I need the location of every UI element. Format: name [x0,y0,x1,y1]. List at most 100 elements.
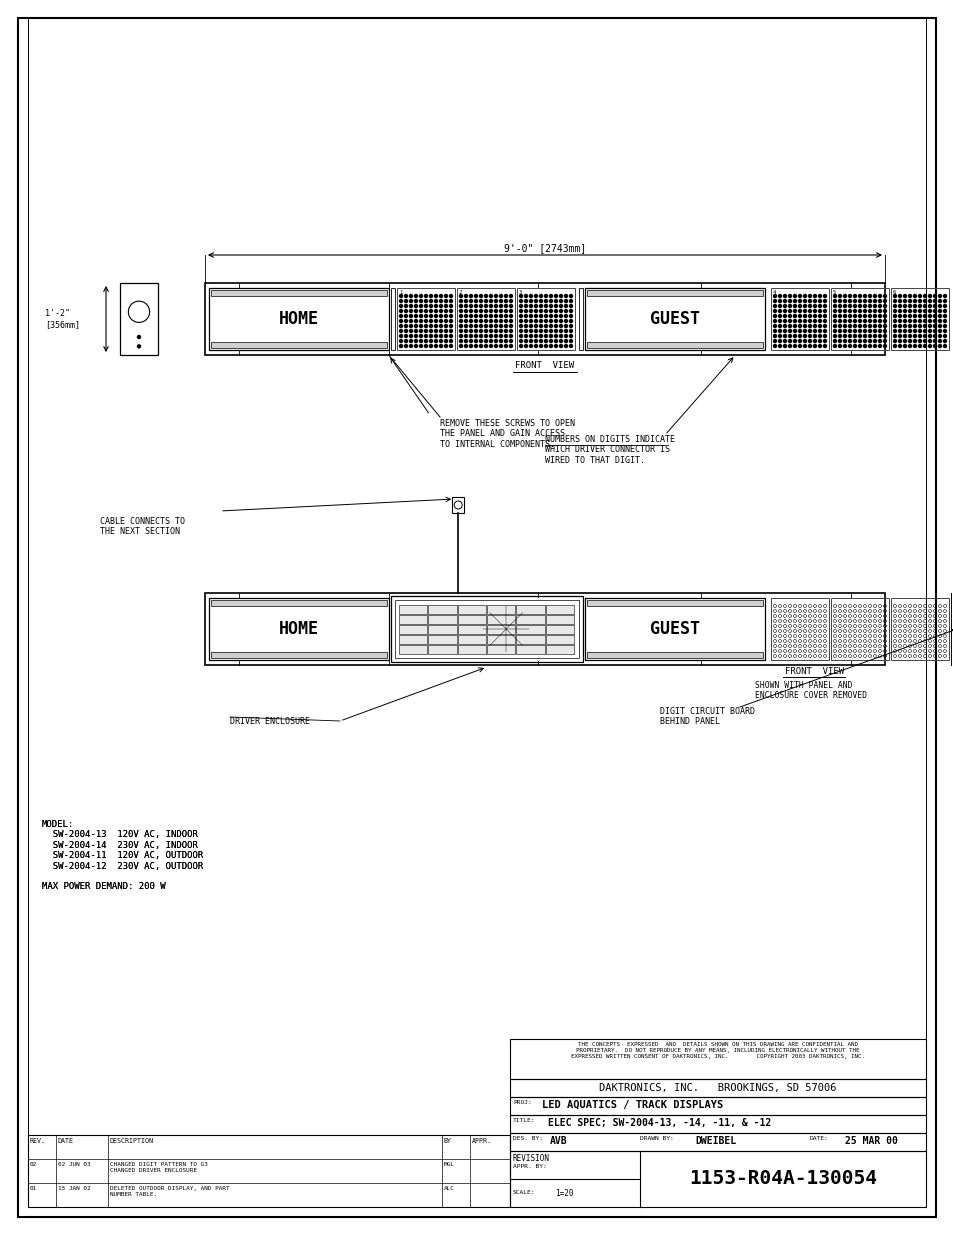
Circle shape [469,320,472,322]
Text: DATE: DATE [58,1137,74,1144]
Circle shape [882,335,885,337]
Circle shape [569,330,572,332]
Circle shape [444,315,447,317]
Circle shape [818,320,821,322]
Circle shape [494,305,497,308]
Circle shape [504,294,507,298]
Circle shape [802,345,805,347]
Circle shape [882,300,885,303]
Text: REV.: REV. [30,1137,46,1144]
Circle shape [399,335,402,337]
Circle shape [494,294,497,298]
Circle shape [489,294,492,298]
Circle shape [813,320,816,322]
Circle shape [424,340,427,342]
Circle shape [798,310,801,312]
Circle shape [459,330,462,332]
Circle shape [858,345,861,347]
Circle shape [842,310,845,312]
Circle shape [469,345,472,347]
Circle shape [414,335,417,337]
Circle shape [853,320,856,322]
Text: GUEST: GUEST [649,620,700,638]
Circle shape [534,310,537,312]
Circle shape [529,315,532,317]
Circle shape [399,300,402,303]
Circle shape [873,315,876,317]
Text: DIGIT CIRCUIT BOARD
BEHIND PANEL: DIGIT CIRCUIT BOARD BEHIND PANEL [659,706,754,726]
Circle shape [918,305,921,308]
Bar [578,288,582,350]
Circle shape [529,325,532,327]
Circle shape [853,310,856,312]
Circle shape [802,300,805,303]
Circle shape [788,320,791,322]
Circle shape [439,310,442,312]
Bar [510,1132,925,1151]
Bar [211,600,387,606]
Text: APPR.: APPR. [472,1137,492,1144]
Circle shape [479,345,482,347]
Circle shape [913,330,916,332]
Circle shape [439,340,442,342]
Circle shape [788,300,791,303]
Circle shape [558,305,562,308]
Circle shape [424,330,427,332]
Circle shape [927,294,930,298]
Bar [452,496,464,513]
Circle shape [474,330,477,332]
Bar [28,1135,510,1207]
Circle shape [818,345,821,347]
Circle shape [798,315,801,317]
Circle shape [534,320,537,322]
Circle shape [464,345,467,347]
Circle shape [489,300,492,303]
Circle shape [424,294,427,298]
Circle shape [867,310,871,312]
Circle shape [902,340,905,342]
Circle shape [419,340,422,342]
Circle shape [509,340,512,342]
Circle shape [788,294,791,298]
Circle shape [554,340,557,342]
Circle shape [529,294,532,298]
Circle shape [902,320,905,322]
Text: REMOVE THESE SCREWS TO OPEN
THE PANEL AND GAIN ACCESS
TO INTERNAL COMPONENTS.: REMOVE THESE SCREWS TO OPEN THE PANEL AN… [439,419,575,448]
Circle shape [409,305,412,308]
Circle shape [419,305,422,308]
Circle shape [933,294,936,298]
Circle shape [893,330,896,332]
Circle shape [778,330,781,332]
Circle shape [833,340,836,342]
Circle shape [404,294,407,298]
Circle shape [429,315,432,317]
Circle shape [882,310,885,312]
Circle shape [449,310,452,312]
Circle shape [429,300,432,303]
Circle shape [782,340,785,342]
Circle shape [773,340,776,342]
Circle shape [913,335,916,337]
Circle shape [549,345,552,347]
Circle shape [474,335,477,337]
Circle shape [414,315,417,317]
Circle shape [489,305,492,308]
Circle shape [873,310,876,312]
Circle shape [564,325,567,327]
Circle shape [853,315,856,317]
Circle shape [838,305,841,308]
Circle shape [898,325,901,327]
Circle shape [564,300,567,303]
Circle shape [499,340,502,342]
Circle shape [878,310,881,312]
Circle shape [469,330,472,332]
Circle shape [927,315,930,317]
Circle shape [847,305,851,308]
Circle shape [504,345,507,347]
Circle shape [499,335,502,337]
Circle shape [484,305,487,308]
Circle shape [778,300,781,303]
Circle shape [862,345,865,347]
Circle shape [893,340,896,342]
Circle shape [793,330,796,332]
